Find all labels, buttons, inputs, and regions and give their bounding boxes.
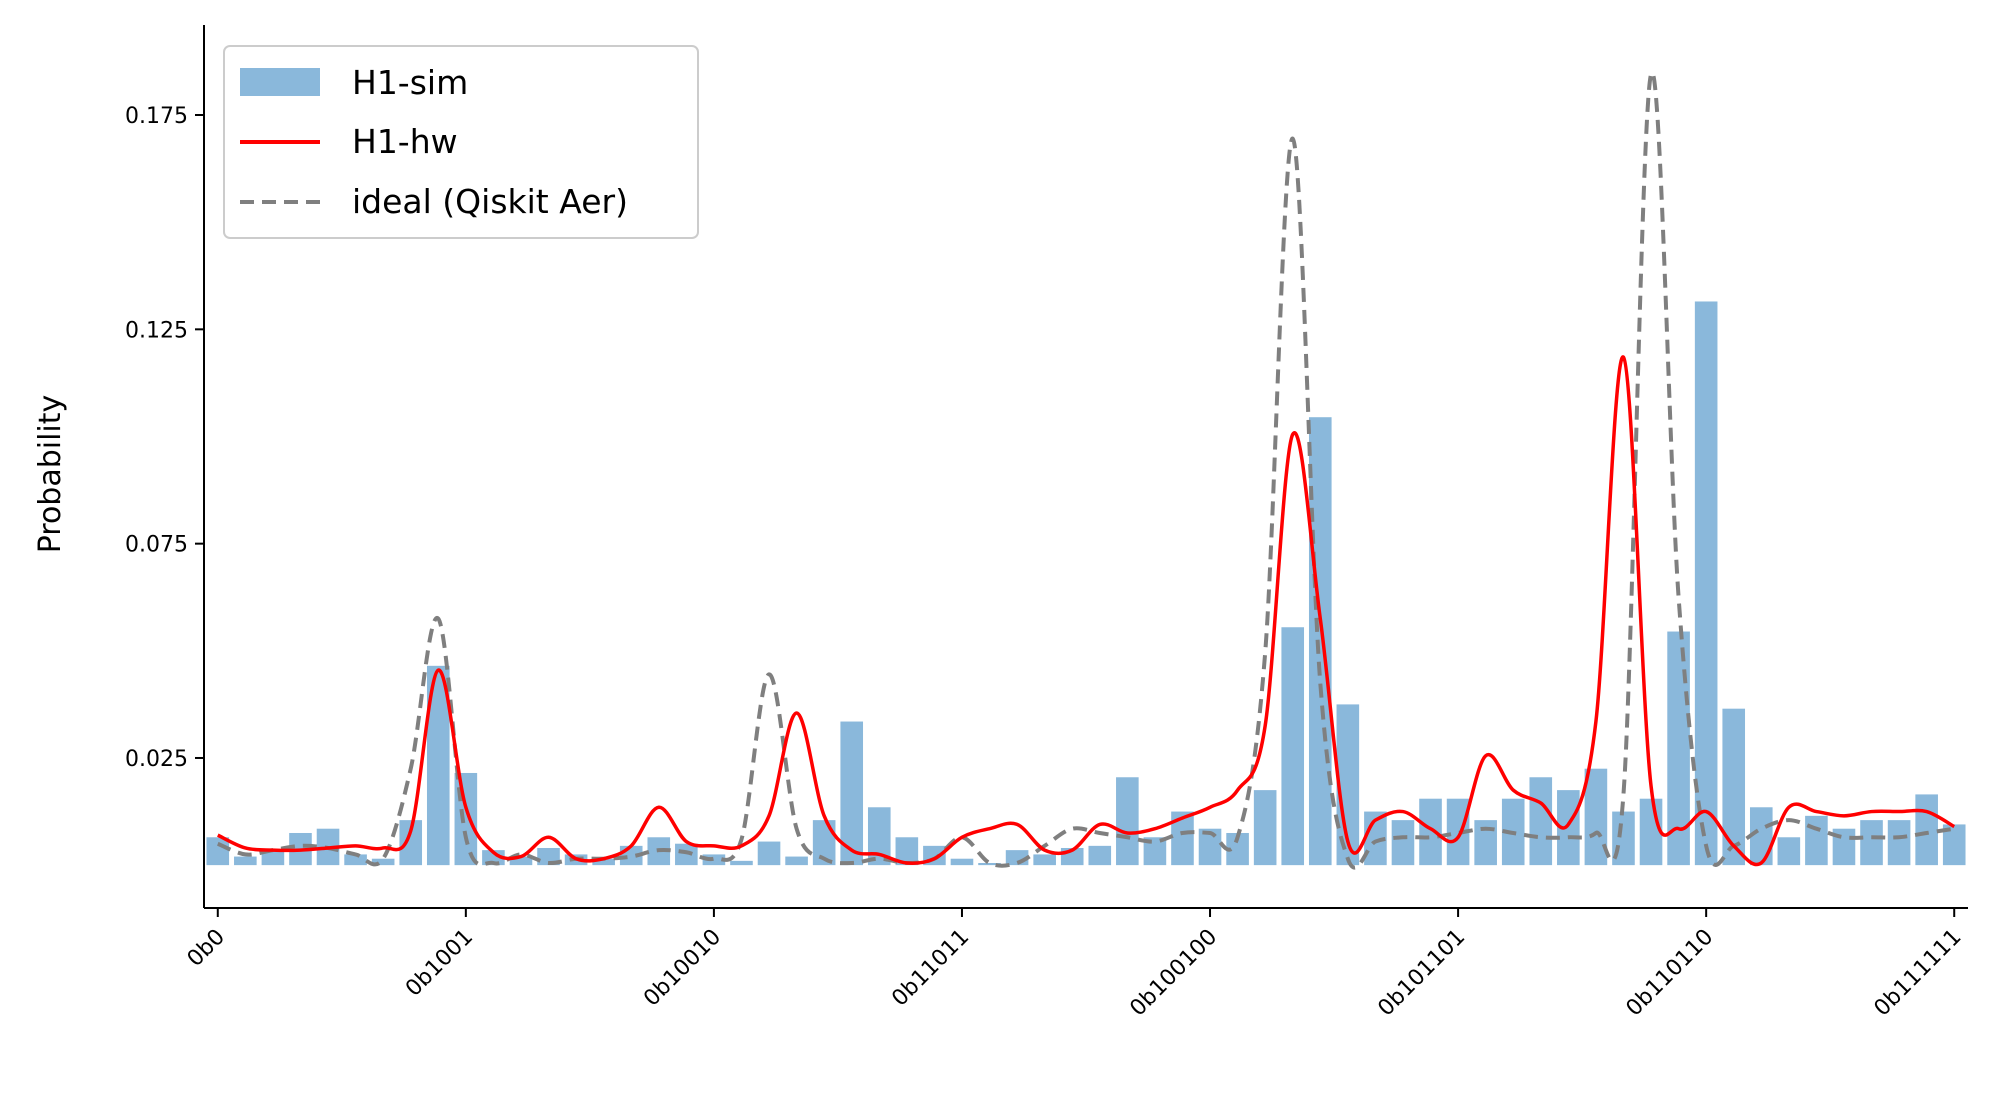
legend-label-h1-hw: H1-hw bbox=[352, 122, 458, 161]
bar-37 bbox=[1226, 832, 1249, 866]
bars-layer bbox=[206, 301, 1966, 866]
y-tick-label-3: 0.175 bbox=[125, 104, 188, 129]
bar-33 bbox=[1116, 777, 1139, 866]
ticks-layer: 0.025 0.075 0.125 0.175 0b0 0b1001 0b10010 0b11… bbox=[125, 104, 1966, 1021]
bar-9 bbox=[454, 772, 478, 866]
bar-58 bbox=[1805, 815, 1828, 866]
bar-60 bbox=[1860, 820, 1883, 866]
x-tick-label-6: 0b110110 bbox=[1622, 925, 1719, 1022]
bar-0 bbox=[206, 837, 230, 866]
bar-48 bbox=[1529, 777, 1553, 866]
bar-49 bbox=[1557, 790, 1580, 866]
bar-22 bbox=[812, 820, 836, 866]
bar-24 bbox=[867, 807, 891, 866]
series-line-ideal bbox=[216, 70, 1955, 870]
y-tick-label-0: 0.025 bbox=[125, 747, 188, 772]
bar-44 bbox=[1419, 798, 1442, 866]
bar-21 bbox=[785, 856, 808, 866]
bar-43 bbox=[1391, 820, 1415, 866]
bar-6 bbox=[371, 858, 395, 866]
bar-5 bbox=[344, 854, 367, 866]
bar-23 bbox=[840, 721, 864, 866]
bar-20 bbox=[757, 841, 781, 866]
bar-57 bbox=[1777, 837, 1801, 866]
bar-1 bbox=[234, 856, 257, 866]
bar-27 bbox=[950, 858, 974, 866]
bar-30 bbox=[1033, 854, 1056, 866]
x-tick-label-2: 0b10010 bbox=[639, 925, 726, 1012]
x-tick-label-5: 0b101101 bbox=[1373, 925, 1470, 1022]
lines-layer bbox=[216, 70, 1956, 870]
bar-55 bbox=[1722, 708, 1746, 866]
bar-54 bbox=[1694, 301, 1718, 866]
legend-label-ideal: ideal (Qiskit Aer) bbox=[352, 182, 628, 221]
bar-19 bbox=[730, 860, 753, 866]
bar-63 bbox=[1942, 824, 1966, 866]
bar-17 bbox=[675, 843, 698, 866]
axes-layer bbox=[203, 25, 1968, 909]
y-axis-title: Probability bbox=[33, 395, 68, 554]
bar-45 bbox=[1446, 798, 1470, 866]
bar-7 bbox=[399, 820, 423, 866]
bar-11 bbox=[509, 856, 533, 866]
legend-label-h1-sim: H1-sim bbox=[352, 63, 468, 102]
bar-39 bbox=[1281, 627, 1305, 866]
bar-34 bbox=[1143, 837, 1167, 866]
legend-frame bbox=[223, 45, 699, 239]
x-tick-label-0: 0b0 bbox=[183, 925, 230, 972]
bar-41 bbox=[1336, 704, 1360, 866]
bar-25 bbox=[895, 837, 919, 866]
bar-38 bbox=[1253, 790, 1277, 866]
bar-62 bbox=[1915, 794, 1938, 866]
bar-2 bbox=[261, 850, 285, 866]
series-line-h1-hw bbox=[217, 355, 1956, 867]
x-tick-label-3: 0b11011 bbox=[887, 925, 974, 1012]
bar-61 bbox=[1887, 820, 1911, 866]
bar-36 bbox=[1198, 828, 1222, 866]
bar-50 bbox=[1584, 768, 1608, 866]
bar-8 bbox=[426, 665, 450, 866]
legend: H1-sim H1-hw ideal (Qiskit Aer) bbox=[223, 45, 699, 239]
bar-32 bbox=[1088, 845, 1112, 866]
bar-53 bbox=[1667, 631, 1690, 866]
y-tick-label-2: 0.125 bbox=[125, 318, 188, 343]
x-tick-label-1: 0b1001 bbox=[401, 925, 478, 1002]
bar-35 bbox=[1171, 811, 1194, 866]
y-tick-label-1: 0.075 bbox=[125, 533, 188, 558]
bar-14 bbox=[592, 858, 615, 866]
bar-40 bbox=[1308, 417, 1332, 866]
bar-28 bbox=[978, 862, 1001, 866]
x-tick-label-7: 0b111111 bbox=[1870, 925, 1967, 1022]
bar-56 bbox=[1749, 807, 1773, 866]
x-tick-label-4: 0b100100 bbox=[1125, 925, 1222, 1022]
legend-swatch-h1-sim bbox=[240, 68, 320, 96]
bar-46 bbox=[1474, 820, 1497, 866]
